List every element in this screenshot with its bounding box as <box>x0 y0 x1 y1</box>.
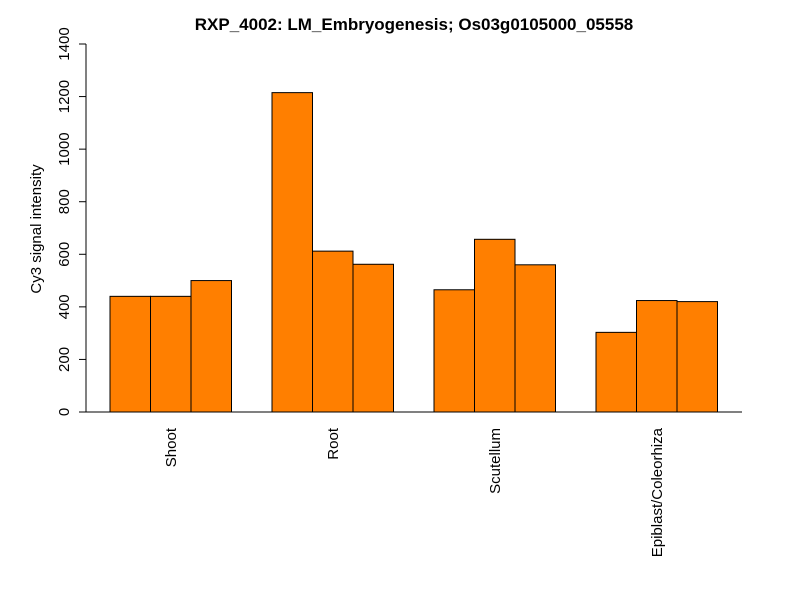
y-tick-label: 1200 <box>56 80 73 113</box>
bar-root-3 <box>352 263 394 413</box>
y-axis: 0 200 400 600 800 1000 1200 1400 <box>56 27 87 416</box>
bar-scutellum-1 <box>433 289 475 413</box>
x-tick-label: Root <box>325 427 342 460</box>
y-tick-label: 400 <box>56 294 73 319</box>
bar-shoot-2 <box>150 295 192 413</box>
bar-epiblast-coleorhiza-2 <box>636 300 678 413</box>
bar-root-2 <box>312 250 354 413</box>
bar-scutellum-2 <box>474 238 516 413</box>
x-axis-labels: Shoot Root Scutellum Epiblast/Coleorhiza <box>163 427 666 557</box>
bar-shoot-1 <box>109 295 151 413</box>
bar-root-1 <box>271 92 313 413</box>
y-tick-label: 200 <box>56 347 73 372</box>
bars-group <box>109 92 718 413</box>
y-tick-label: 0 <box>56 408 73 416</box>
bar-epiblast-coleorhiza-1 <box>595 331 637 413</box>
bar-epiblast-coleorhiza-3 <box>676 301 718 413</box>
x-tick-label: Scutellum <box>487 428 504 494</box>
x-tick-label: Shoot <box>163 427 180 467</box>
y-tick-label: 600 <box>56 242 73 267</box>
bar-scutellum-3 <box>514 264 556 413</box>
x-tick-label: Epiblast/Coleorhiza <box>649 427 666 557</box>
y-tick-label: 1000 <box>56 132 73 165</box>
bar-shoot-3 <box>190 280 232 413</box>
chart-title: RXP_4002: LM_Embryogenesis; Os03g0105000… <box>195 15 633 34</box>
y-tick-label: 800 <box>56 189 73 214</box>
y-tick-label: 1400 <box>56 27 73 60</box>
y-axis-label: Cy3 signal intensity <box>28 164 45 294</box>
